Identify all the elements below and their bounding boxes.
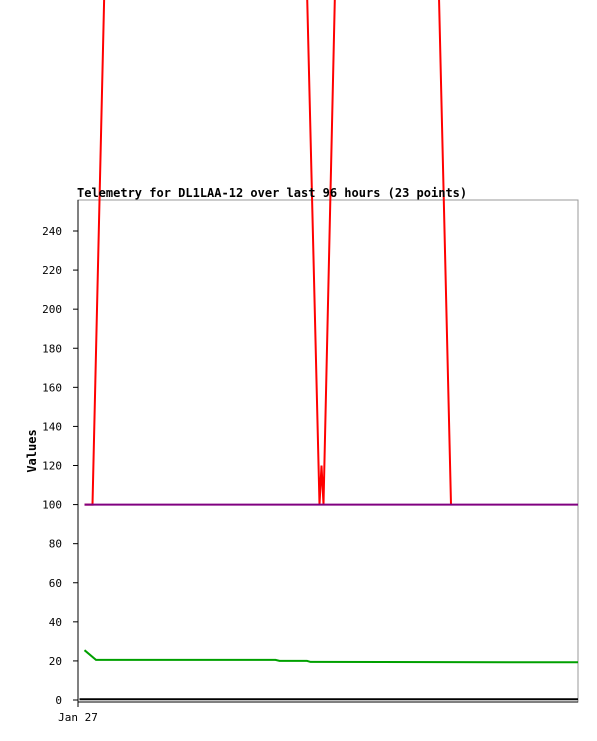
y-tick-label: 40 [49,616,62,629]
y-tick-label: 220 [42,264,62,277]
y-axis-ticks: 0 20 40 60 80 100 120 140 160 180 200 220 240 [42,225,78,707]
y-tick-label: 200 [42,303,62,316]
y-tick-label: 0 [55,694,62,707]
chart-title: Telemetry for DL1LAA-12 over last 96 hou… [77,186,467,200]
y-tick-label: 20 [49,655,62,668]
y-tick-label: 180 [42,342,62,355]
series-line-1 [84,0,452,506]
y-tick-label: 120 [42,460,62,473]
y-tick-label: 100 [42,499,62,512]
x-axis-ticks: Jan 27 [58,702,98,724]
x-tick-label: Jan 27 [58,711,98,724]
y-tick-label: 160 [42,381,62,394]
y-tick-label: 240 [42,225,62,238]
y-tick-label: 80 [49,538,62,551]
y-tick-label: 60 [49,577,62,590]
y-axis-label: Values [25,429,39,472]
series-layer [79,0,578,701]
y-tick-label: 140 [42,420,62,433]
series-line-3 [83,649,578,664]
